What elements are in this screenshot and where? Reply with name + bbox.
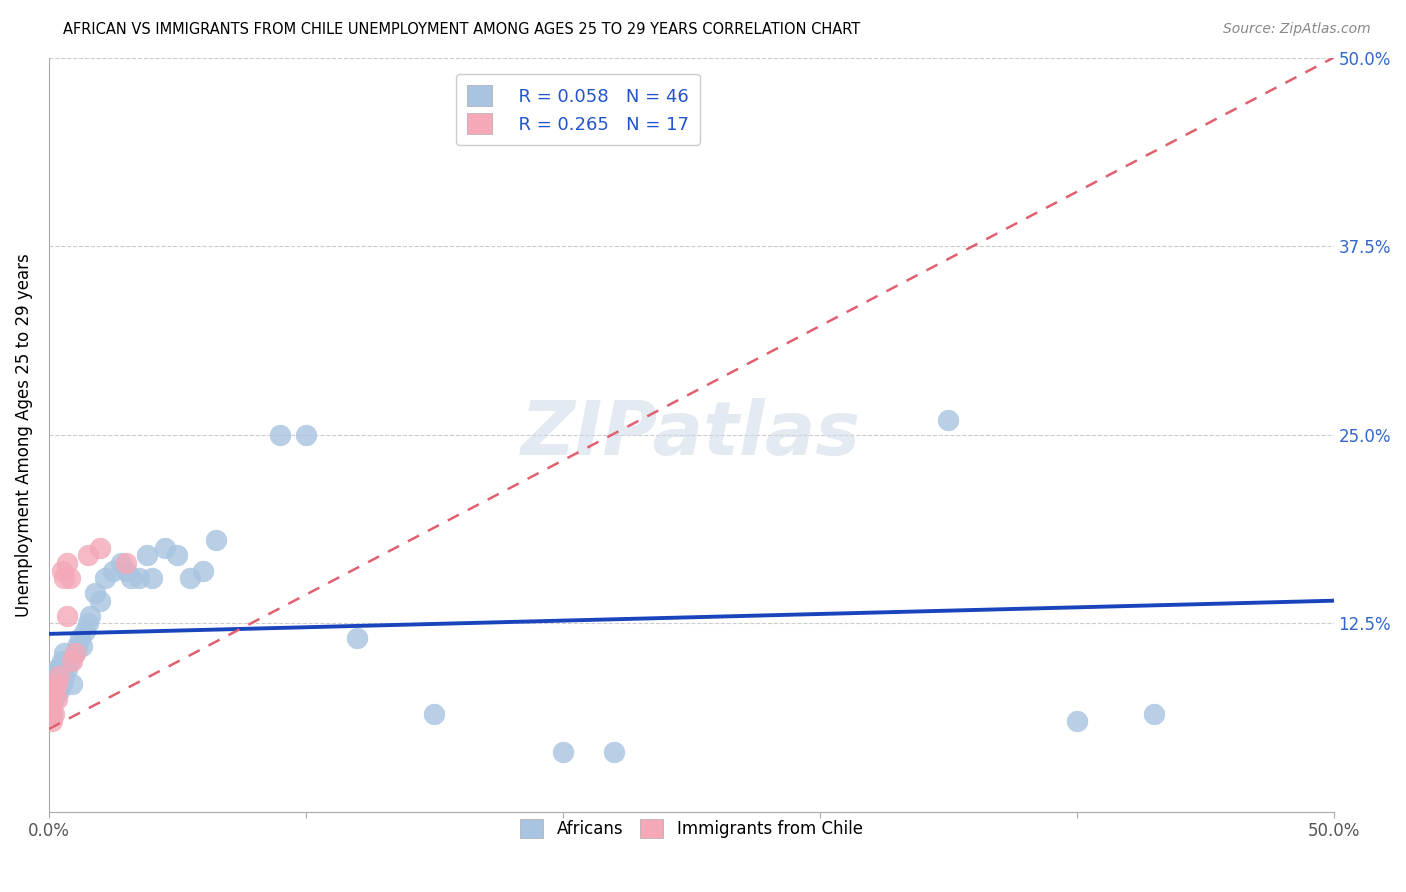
Point — [103, 564, 125, 578]
Point — [42, 706, 65, 721]
Point — [48, 669, 70, 683]
Point — [551, 745, 574, 759]
Point — [58, 571, 80, 585]
Y-axis label: Unemployment Among Ages 25 to 29 years: Unemployment Among Ages 25 to 29 years — [15, 253, 32, 616]
Point — [603, 745, 626, 759]
Point — [56, 608, 79, 623]
Point — [56, 662, 79, 676]
Point — [41, 714, 63, 729]
Point — [56, 556, 79, 570]
Text: ZIPatlas: ZIPatlas — [522, 399, 862, 471]
Point — [84, 586, 107, 600]
Point — [72, 639, 94, 653]
Point — [51, 564, 73, 578]
Point — [45, 691, 67, 706]
Point — [115, 556, 138, 570]
Point — [135, 549, 157, 563]
Point — [76, 549, 98, 563]
Point — [295, 427, 318, 442]
Point — [41, 699, 63, 714]
Point — [110, 556, 132, 570]
Point — [51, 654, 73, 668]
Point — [166, 549, 188, 563]
Point — [423, 706, 446, 721]
Point — [76, 616, 98, 631]
Point — [66, 639, 89, 653]
Point — [73, 624, 96, 638]
Point — [53, 669, 76, 683]
Point — [45, 662, 67, 676]
Point — [60, 654, 83, 668]
Point — [42, 669, 65, 683]
Point — [94, 571, 117, 585]
Point — [153, 541, 176, 555]
Point — [128, 571, 150, 585]
Point — [89, 593, 111, 607]
Point — [269, 427, 291, 442]
Point — [1066, 714, 1088, 729]
Point — [120, 571, 142, 585]
Point — [346, 632, 368, 646]
Point — [205, 533, 228, 548]
Point — [63, 647, 86, 661]
Point — [115, 564, 138, 578]
Point — [58, 654, 80, 668]
Point — [89, 541, 111, 555]
Point — [42, 684, 65, 698]
Point — [48, 684, 70, 698]
Point — [79, 608, 101, 623]
Point — [53, 571, 76, 585]
Point — [141, 571, 163, 585]
Point — [53, 647, 76, 661]
Point — [41, 706, 63, 721]
Point — [45, 676, 67, 690]
Point — [1143, 706, 1166, 721]
Point — [51, 676, 73, 690]
Point — [936, 413, 959, 427]
Point — [48, 662, 70, 676]
Point — [191, 564, 214, 578]
Point — [69, 632, 91, 646]
Point — [45, 684, 67, 698]
Legend: Africans, Immigrants from Chile: Africans, Immigrants from Chile — [513, 813, 869, 845]
Point — [179, 571, 201, 585]
Point — [60, 676, 83, 690]
Text: Source: ZipAtlas.com: Source: ZipAtlas.com — [1223, 22, 1371, 37]
Text: AFRICAN VS IMMIGRANTS FROM CHILE UNEMPLOYMENT AMONG AGES 25 TO 29 YEARS CORRELAT: AFRICAN VS IMMIGRANTS FROM CHILE UNEMPLO… — [63, 22, 860, 37]
Point — [63, 647, 86, 661]
Point — [42, 691, 65, 706]
Point — [45, 676, 67, 690]
